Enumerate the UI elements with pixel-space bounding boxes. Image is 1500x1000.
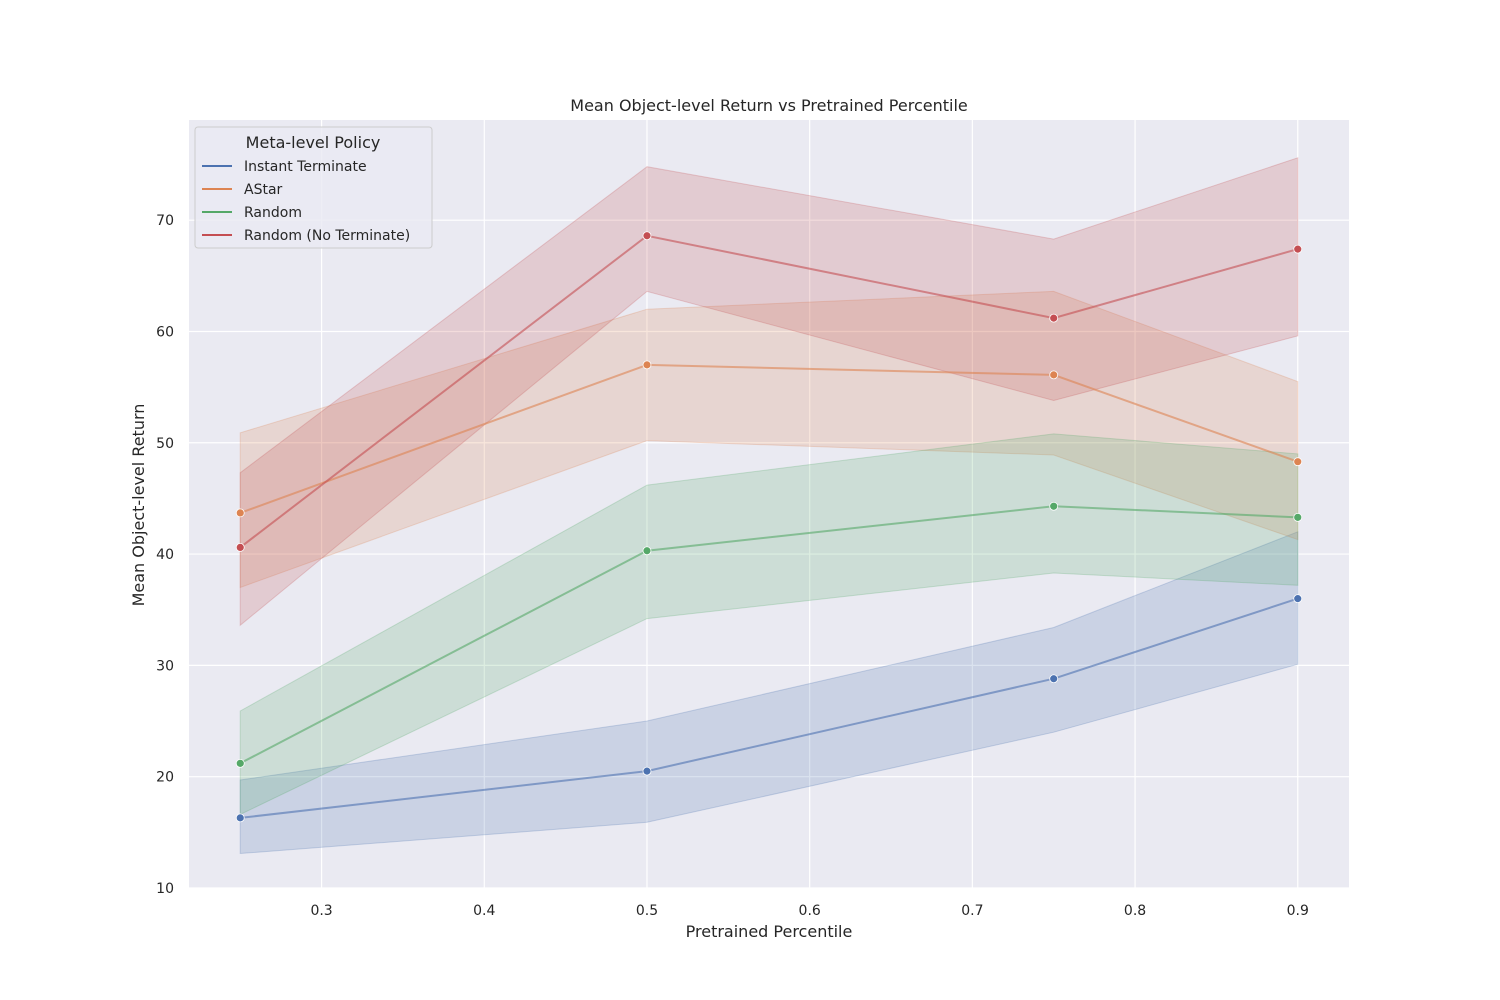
y-axis-label: Mean Object-level Return <box>129 404 148 607</box>
random-no-terminate-line <box>239 234 1299 549</box>
astar-legend-label: AStar <box>244 182 283 198</box>
random-no-terminate-legend-label: Random (No Terminate) <box>244 228 410 244</box>
x-tick-label: 0.5 <box>636 903 658 919</box>
y-tick-label: 70 <box>156 213 174 229</box>
y-tick-label: 50 <box>156 436 174 452</box>
random-confidence-band <box>239 433 1299 816</box>
random-point <box>642 546 652 556</box>
x-tick-label: 0.3 <box>310 903 332 919</box>
instant-terminate-point <box>642 766 652 776</box>
legend-box <box>194 126 433 249</box>
legend: Meta-level Policy Instant Terminate AStar… <box>194 126 433 249</box>
y-tick-label: 40 <box>156 547 174 563</box>
random-point <box>1049 501 1059 511</box>
random-legend-label: Random <box>244 205 302 221</box>
x-axis-label: Pretrained Percentile <box>686 922 853 941</box>
instant-terminate-point <box>235 813 245 823</box>
grid-lines <box>189 120 1349 889</box>
instant-terminate-line <box>240 597 1299 819</box>
instant-terminate-confidence-band <box>239 531 1299 855</box>
astar-point <box>1049 370 1059 380</box>
random-no-terminate-point <box>1049 313 1059 323</box>
instant-terminate-point <box>1049 674 1059 684</box>
y-tick-label: 60 <box>156 324 174 340</box>
astar-line <box>239 363 1299 514</box>
y-tick-label: 30 <box>156 658 174 674</box>
x-tick-label: 0.7 <box>961 903 983 919</box>
random-no-terminate-point <box>1293 244 1303 254</box>
legend-title: Meta-level Policy <box>246 133 381 152</box>
y-tick-label: 10 <box>156 881 174 897</box>
instant-terminate-point <box>1293 594 1303 604</box>
confidence-bands <box>239 157 1299 855</box>
random-line <box>239 505 1298 765</box>
series-lines <box>239 234 1299 819</box>
x-tick-label: 0.8 <box>1124 903 1146 919</box>
x-tick-label: 0.4 <box>473 903 495 919</box>
instant-terminate-legend-label: Instant Terminate <box>244 159 367 175</box>
random-no-terminate-confidence-band <box>239 157 1299 627</box>
random-no-terminate-point <box>642 231 652 241</box>
random-no-terminate-point <box>235 543 245 552</box>
x-tick-label: 0.9 <box>1287 903 1309 919</box>
legend-items: Instant Terminate AStar Random Random (No T… <box>202 159 410 244</box>
random-point <box>1293 512 1303 522</box>
chart-title: Mean Object-level Return vs Pretrained P… <box>570 96 967 115</box>
x-tick-labels: 0.3 0.4 0.5 0.6 0.7 0.8 0.9 <box>310 903 1308 919</box>
astar-point <box>1293 457 1303 467</box>
series-points <box>235 231 1303 823</box>
random-point <box>235 758 245 768</box>
y-tick-label: 20 <box>156 770 174 786</box>
astar-confidence-band <box>239 290 1299 589</box>
y-tick-labels: 10 20 30 40 50 60 70 <box>156 213 174 897</box>
x-tick-label: 0.6 <box>799 903 821 919</box>
astar-point <box>642 360 652 370</box>
astar-point <box>235 508 245 518</box>
